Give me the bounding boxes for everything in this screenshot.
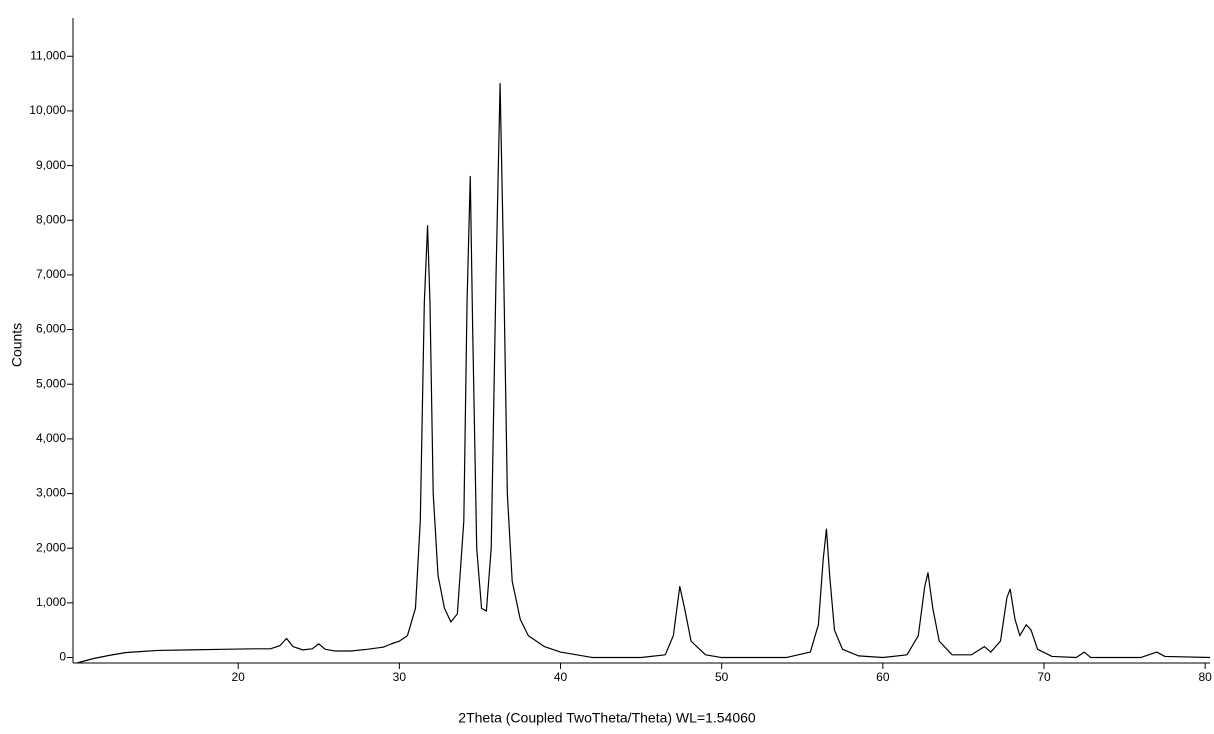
- y-tick-label: 9,000: [36, 158, 66, 172]
- y-tick-label: 2,000: [36, 540, 66, 554]
- y-tick-label: 7,000: [36, 267, 66, 281]
- x-tick-label: 70: [1037, 670, 1051, 684]
- x-tick-label: 50: [715, 670, 729, 684]
- x-tick-label: 60: [876, 670, 890, 684]
- y-tick-label: 4,000: [36, 431, 66, 445]
- x-tick-label: 20: [232, 670, 246, 684]
- y-tick-label: 0: [59, 650, 66, 664]
- y-tick-label: 11,000: [30, 48, 66, 62]
- y-tick-label: 3,000: [36, 486, 66, 500]
- y-tick-label: 1,000: [36, 595, 66, 609]
- y-tick-label: 5,000: [36, 376, 66, 390]
- x-tick-label: 80: [1198, 670, 1212, 684]
- y-tick-label: 10,000: [29, 103, 66, 117]
- y-axis-label: Counts: [9, 323, 25, 367]
- x-tick-label: 30: [393, 670, 407, 684]
- y-tick-label: 8,000: [36, 212, 66, 226]
- pattern-line: [76, 82, 1211, 664]
- x-axis-label: 2Theta (Coupled TwoTheta/Theta) WL=1.540…: [458, 710, 756, 726]
- x-tick-label: 40: [554, 670, 568, 684]
- y-tick-label: 6,000: [36, 322, 66, 336]
